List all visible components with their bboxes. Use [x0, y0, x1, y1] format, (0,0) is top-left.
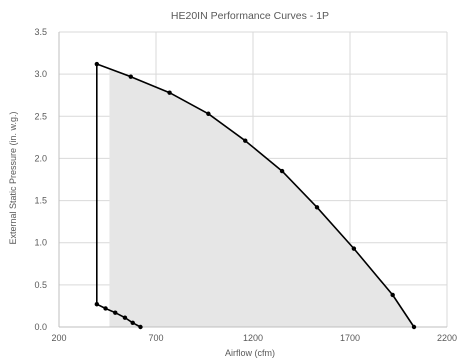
- y-tick-label: 2.5: [34, 111, 47, 121]
- chart-title: HE20IN Performance Curves - 1P: [171, 10, 329, 22]
- y-axis-title: External Static Pressure (in. w.g.): [8, 111, 18, 244]
- y-tick-label: 0.5: [34, 280, 47, 290]
- data-point: [138, 324, 143, 330]
- data-point: [167, 90, 172, 95]
- series-line-0: [96, 63, 415, 328]
- y-tick-label: 3.0: [34, 69, 47, 79]
- data-point: [314, 205, 320, 210]
- data-point: [130, 320, 135, 325]
- y-tick-label: 2.0: [34, 153, 47, 163]
- shaded-operating-area: [109, 69, 415, 327]
- data-point: [206, 111, 211, 116]
- x-tick-label: 2200: [437, 333, 457, 343]
- x-axis-title: Airflow (cfm): [225, 348, 275, 358]
- y-tick-label: 0.0: [34, 322, 47, 332]
- x-tick-label: 1200: [243, 333, 263, 343]
- operating-region: [109, 69, 415, 327]
- data-point: [122, 315, 128, 320]
- y-tick-label: 3.5: [34, 27, 47, 37]
- x-tick-label: 1700: [340, 333, 360, 343]
- data-point: [279, 168, 285, 174]
- series-layer: [94, 61, 417, 330]
- data-point: [103, 306, 108, 311]
- data-point: [113, 310, 118, 315]
- data-point: [390, 292, 395, 298]
- x-tick-label: 700: [148, 333, 163, 343]
- data-point: [351, 246, 357, 251]
- axes: [58, 32, 447, 328]
- data-point: [243, 138, 248, 143]
- data-point: [94, 302, 100, 307]
- y-tick-label: 1.5: [34, 196, 47, 206]
- data-point: [128, 74, 133, 79]
- x-tick-label: 200: [51, 333, 66, 343]
- y-tick-label: 1.0: [34, 238, 47, 248]
- data-point: [411, 324, 417, 330]
- tick-labels: 200 700 1200 1700 2200 0.0 0.5 1.0 1.5 2.0 2.5 3.0 3…: [34, 27, 457, 343]
